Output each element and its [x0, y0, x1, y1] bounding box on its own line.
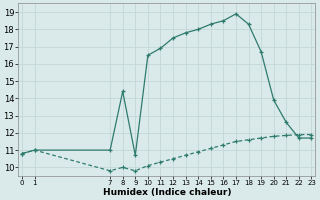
X-axis label: Humidex (Indice chaleur): Humidex (Indice chaleur) — [102, 188, 231, 197]
